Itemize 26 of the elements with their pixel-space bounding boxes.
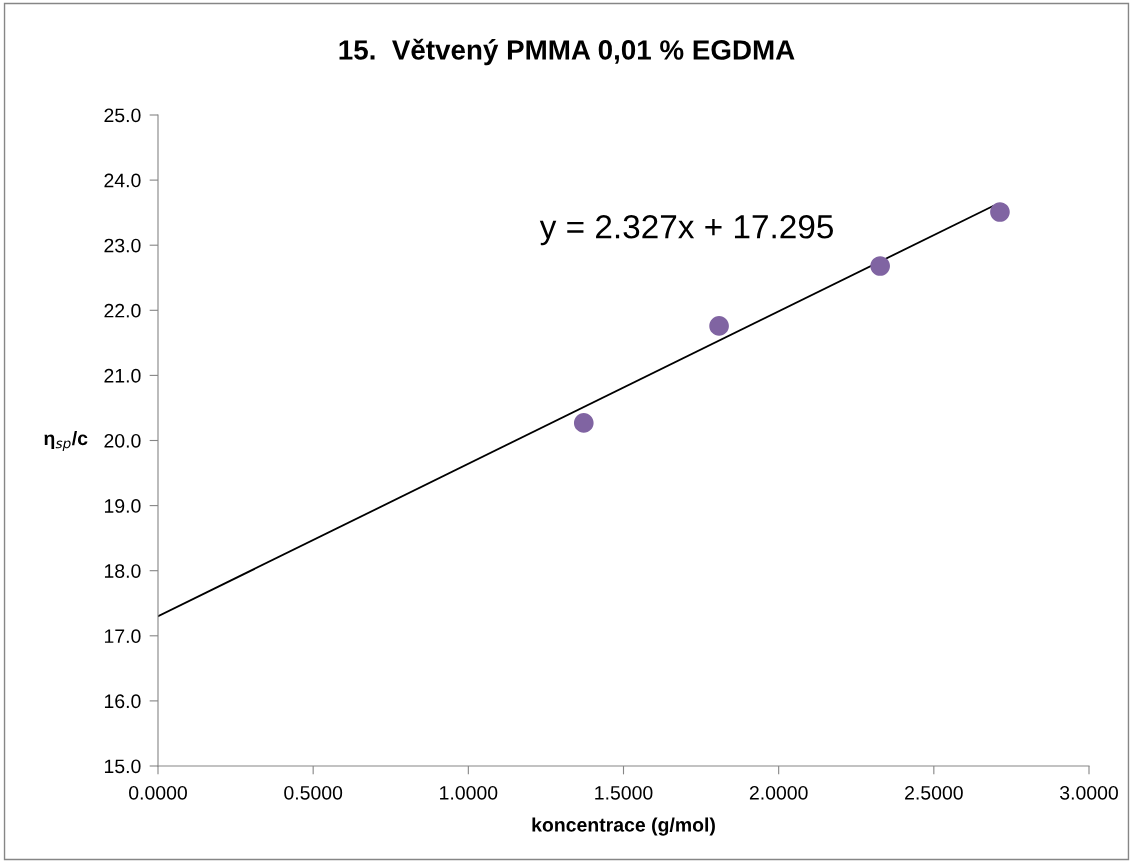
y-tick-label: 23.0 xyxy=(104,238,141,253)
y-tick-label: 22.0 xyxy=(104,303,141,318)
x-tick-label: 2.5000 xyxy=(905,785,963,800)
y-tick-label: 21.0 xyxy=(104,368,141,383)
chart-title: 15. Větvený PMMA 0,01 % EGDMA xyxy=(339,38,795,66)
y-tick-label: 18.0 xyxy=(104,564,141,578)
x-axis-title: koncentrace (g/mol) xyxy=(532,817,715,836)
y-axis-title: η$_{sp}$/c xyxy=(44,430,88,451)
point xyxy=(573,413,594,433)
x-tick-label: 1.0000 xyxy=(440,785,498,800)
x-tick-label: 3.0000 xyxy=(1060,785,1118,800)
y-tick-label: 19.0 xyxy=(104,499,141,513)
x-tick-label: 0.0000 xyxy=(129,785,187,800)
y-tick-label: 15.0 xyxy=(104,759,141,774)
y-tick-label: 16.0 xyxy=(104,694,141,709)
x-tick-label: 2.0000 xyxy=(749,785,808,800)
y-tick-label: 24.0 xyxy=(104,173,141,188)
annotation: y = 2.327x + 17.295 xyxy=(539,215,833,246)
point xyxy=(709,316,729,336)
y-tick-label: 25.0 xyxy=(104,108,141,123)
point xyxy=(870,256,890,276)
y-tick-label: 20.0 xyxy=(104,433,141,448)
x-tick-label: 1.5000 xyxy=(595,785,653,800)
point xyxy=(990,202,1010,222)
y-tick-label: 17.0 xyxy=(104,629,141,644)
x-tick-label: 0.5000 xyxy=(284,785,343,800)
